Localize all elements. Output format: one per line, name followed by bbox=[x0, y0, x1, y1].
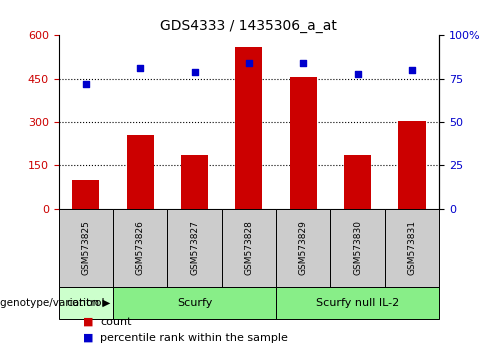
Bar bbox=[344, 155, 371, 209]
Text: Scurfy null IL-2: Scurfy null IL-2 bbox=[316, 298, 399, 308]
Point bbox=[354, 71, 362, 76]
Bar bbox=[181, 155, 208, 209]
Bar bbox=[330, 209, 385, 287]
Text: GSM573825: GSM573825 bbox=[81, 220, 90, 275]
Bar bbox=[235, 47, 263, 209]
Bar bbox=[59, 209, 113, 287]
Text: ■: ■ bbox=[83, 317, 94, 327]
Bar bbox=[385, 209, 439, 287]
Text: GSM573826: GSM573826 bbox=[136, 220, 144, 275]
Text: GSM573828: GSM573828 bbox=[244, 220, 253, 275]
Point bbox=[136, 65, 144, 71]
Point bbox=[299, 60, 307, 66]
Bar bbox=[276, 209, 330, 287]
Point bbox=[191, 69, 199, 75]
Title: GDS4333 / 1435306_a_at: GDS4333 / 1435306_a_at bbox=[161, 19, 337, 33]
Bar bbox=[113, 209, 167, 287]
Text: control: control bbox=[66, 298, 105, 308]
Bar bbox=[126, 135, 154, 209]
Point bbox=[245, 60, 253, 66]
Text: ■: ■ bbox=[83, 333, 94, 343]
Text: GSM573829: GSM573829 bbox=[299, 220, 308, 275]
Bar bbox=[72, 180, 100, 209]
Bar bbox=[222, 209, 276, 287]
Text: GSM573831: GSM573831 bbox=[407, 220, 417, 275]
Bar bbox=[276, 287, 439, 319]
Bar bbox=[167, 209, 222, 287]
Bar bbox=[398, 121, 426, 209]
Text: GSM573827: GSM573827 bbox=[190, 220, 199, 275]
Bar bbox=[290, 77, 317, 209]
Text: Scurfy: Scurfy bbox=[177, 298, 212, 308]
Text: count: count bbox=[100, 317, 132, 327]
Point bbox=[408, 67, 416, 73]
Text: GSM573830: GSM573830 bbox=[353, 220, 362, 275]
Bar bbox=[113, 287, 276, 319]
Text: percentile rank within the sample: percentile rank within the sample bbox=[100, 333, 288, 343]
Point bbox=[82, 81, 90, 87]
Bar bbox=[59, 287, 113, 319]
Text: genotype/variation ▶: genotype/variation ▶ bbox=[0, 298, 110, 308]
